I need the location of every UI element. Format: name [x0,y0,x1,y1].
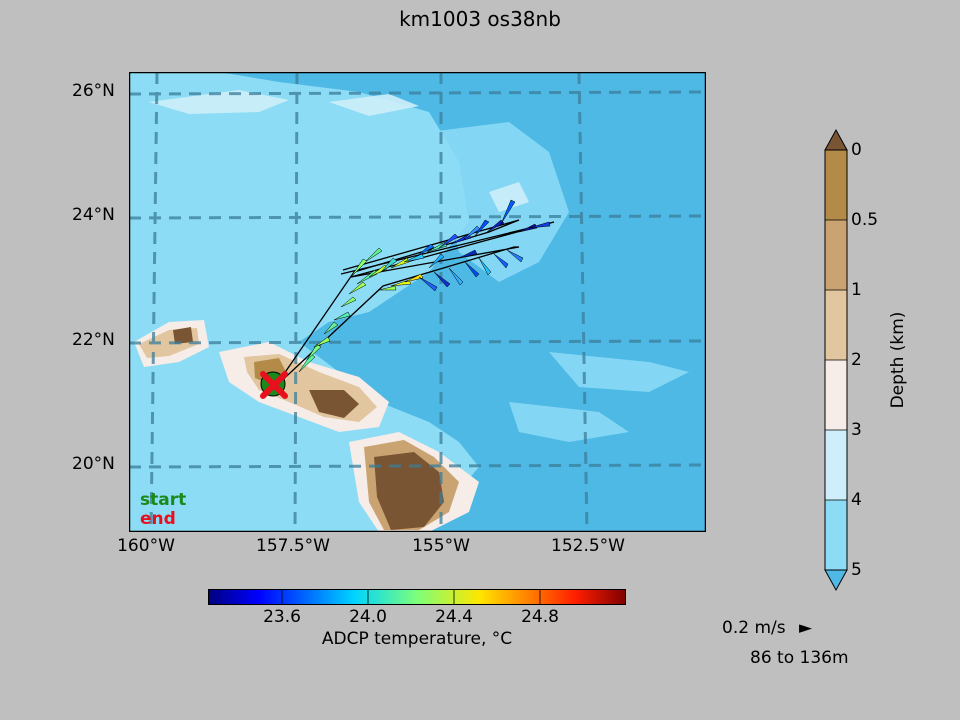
legend-start: start [140,490,187,510]
ocean-mid-band [129,72,479,532]
depth-range-label: 86 to 136m [750,648,849,668]
adcp-vectors [298,199,551,373]
depth-colorbar-label: Depth (km) [888,311,908,409]
depth-tick-4: 4 [851,490,862,510]
island-big [374,452,444,530]
lat-label-20n: 20°N [72,454,115,474]
ocean-light-streaks [149,90,529,212]
map-frame [129,72,706,532]
depth-tick-2: 2 [851,350,862,370]
figure-title: km1003 os38nb [399,7,561,31]
depth-tick-0-5: 0.5 [851,210,879,230]
depth-tick-5: 5 [851,560,862,580]
lat-label-26n: 26°N [72,81,115,101]
lon-label-152-5w: 152.5°W [551,536,625,556]
island-nw-b [173,327,193,344]
bathymetry-map [129,72,706,532]
temp-tick-24-4: 24.4 [435,607,473,627]
temp-colorbar-label: ADCP temperature, °C [321,629,513,649]
lat-label-24n: 24°N [72,205,115,225]
temperature-colorbar [208,589,626,605]
depth-tick-3: 3 [851,420,862,440]
lon-label-155w: 155°W [412,536,470,556]
island-maui-molokai [309,390,359,418]
depth-tick-1: 1 [851,280,862,300]
lat-lon-grid [129,72,706,532]
temp-tick-24-0: 24.0 [349,607,387,627]
vector-scale: 0.2 m/s ► [722,618,812,638]
vector-scale-label: 0.2 m/s [722,618,786,638]
lon-label-157-5w: 157.5°W [256,536,330,556]
legend-end: end [140,509,176,529]
vector-scale-arrow-icon: ► [799,618,813,638]
end-marker [260,371,288,399]
lat-label-22n: 22°N [72,330,115,350]
lon-label-160w: 160°W [117,536,175,556]
ocean-mid-patches [129,82,689,442]
temp-tick-23-6: 23.6 [263,607,301,627]
depth-colorbar [824,128,848,592]
depth-tick-0: 0 [851,140,862,160]
temp-tick-24-8: 24.8 [521,607,559,627]
